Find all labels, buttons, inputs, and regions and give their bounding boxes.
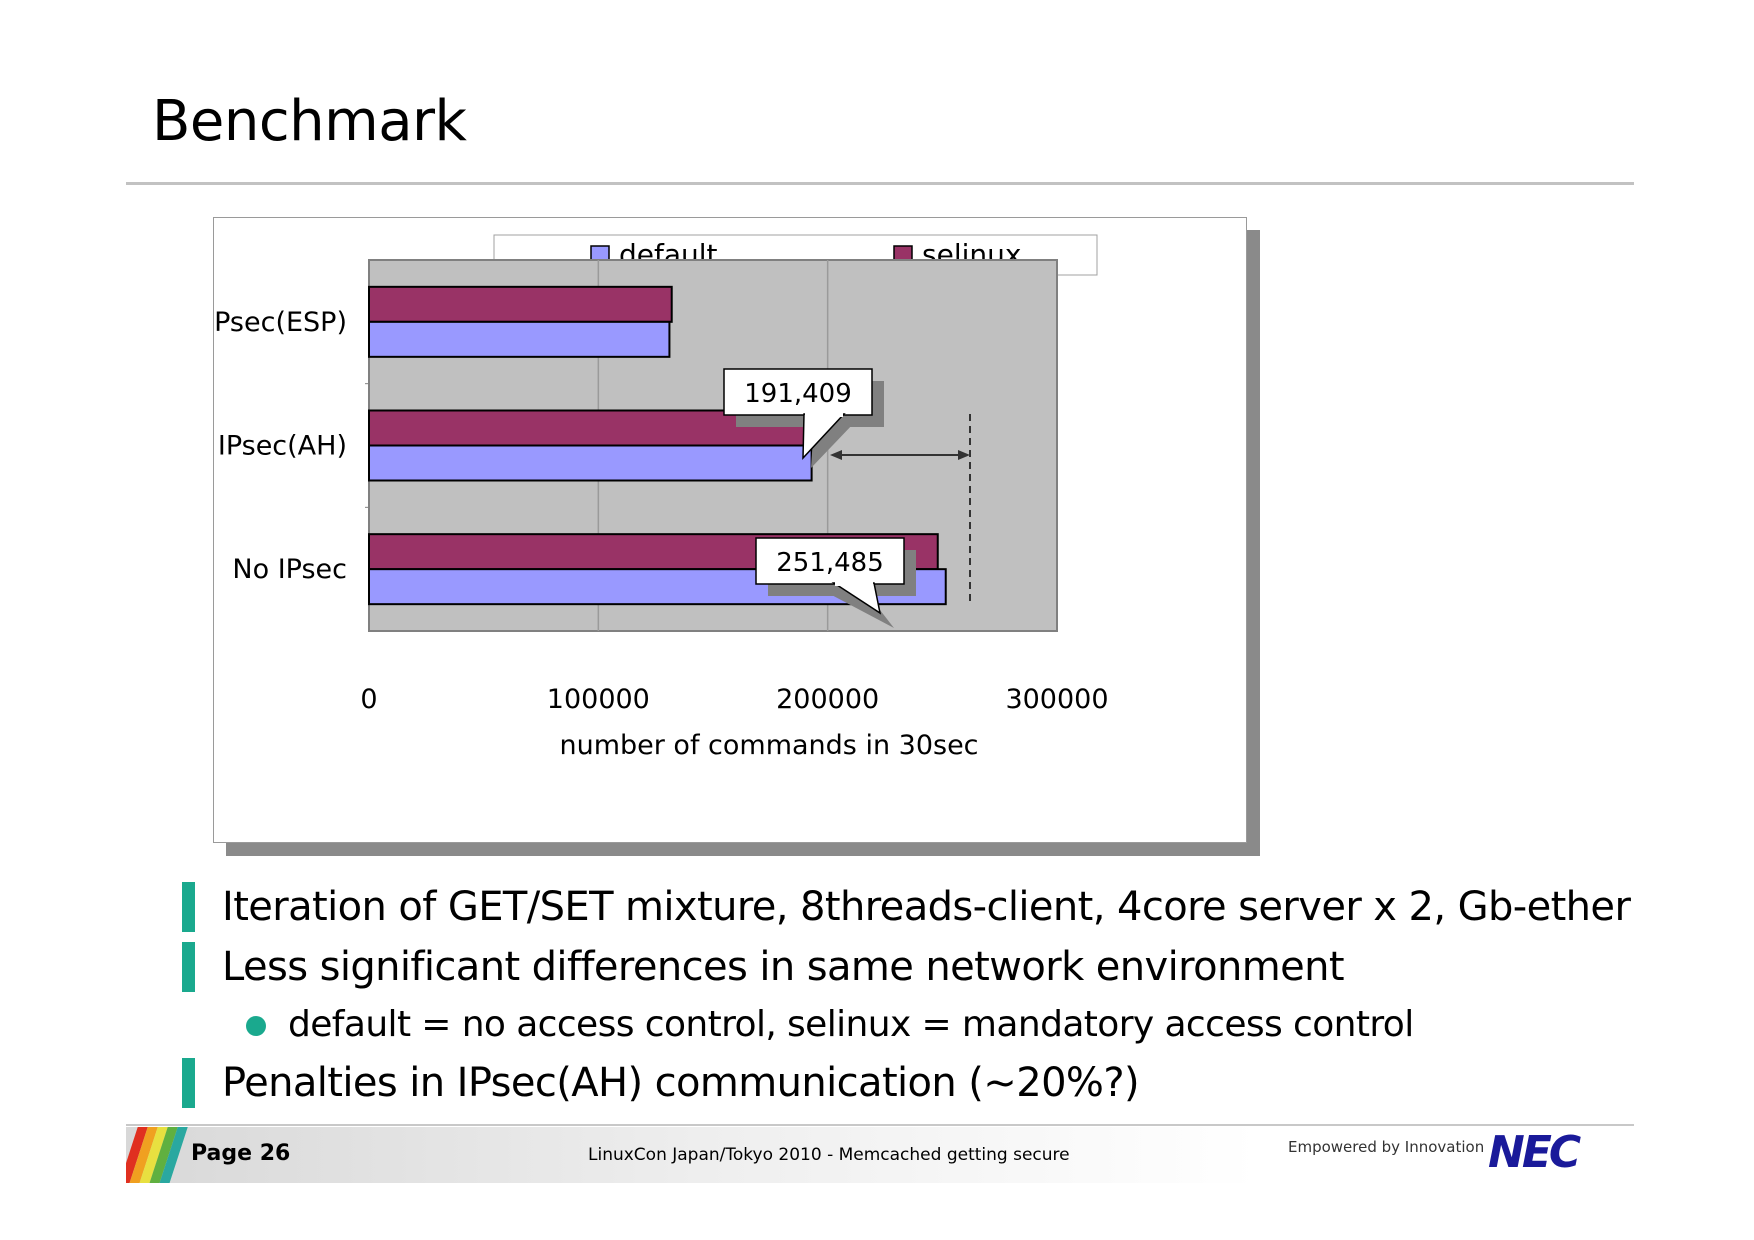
company-tagline: Empowered by Innovation: [1288, 1138, 1485, 1156]
category-labels: IPsec(ESP) IPsec(AH) No IPsec: [214, 307, 347, 585]
x-tick-label: 200000: [776, 684, 879, 715]
sub-bullet-text: default = no access control, selinux = m…: [288, 1004, 1414, 1045]
callout-label-191409: 191,409: [744, 379, 852, 409]
bullet-text: Penalties in IPsec(AH) communication (~2…: [222, 1060, 1140, 1106]
callout-251485: 251,485: [755, 537, 916, 628]
sub-bullet-marker: [246, 1016, 266, 1036]
sub-bullet-item: default = no access control, selinux = m…: [182, 998, 1682, 1054]
tick-labels: 0 100000 200000 300000: [360, 684, 1108, 715]
nec-logo: NEC: [1488, 1127, 1581, 1178]
bullet-item: Penalties in IPsec(AH) communication (~2…: [182, 1054, 1682, 1114]
x-tick-label: 0: [360, 684, 377, 715]
title-divider: [126, 182, 1634, 185]
footer: Page 26 LinuxCon Japan/Tokyo 2010 - Memc…: [126, 1127, 1634, 1183]
callout-label-251485: 251,485: [776, 548, 884, 578]
callout-191409: 191,409: [723, 368, 884, 468]
bullet-list: Iteration of GET/SET mixture, 8threads-c…: [182, 878, 1682, 1114]
bar-default-ipsec-esp: [368, 320, 671, 358]
slide-title: Benchmark: [152, 89, 467, 154]
bar-selinux-ipsec-esp: [368, 285, 673, 323]
chart-frame: default selinux IPsec(ESP) IPsec(AH) No IP…: [213, 217, 1247, 843]
bullet-marker: [182, 942, 195, 992]
category-label: IPsec(ESP): [214, 307, 347, 338]
difference-arrowhead-right: [958, 450, 970, 460]
x-tick-label: 100000: [547, 684, 650, 715]
bullet-item: Iteration of GET/SET mixture, 8threads-c…: [182, 878, 1682, 938]
category-label: IPsec(AH): [218, 431, 347, 462]
difference-arrowhead-left: [830, 450, 842, 460]
page-number: Page 26: [191, 1141, 291, 1166]
bullet-item: Less significant differences in same net…: [182, 938, 1682, 998]
x-tick-label: 300000: [1005, 684, 1108, 715]
bar-selinux-ipsec-ah: [368, 409, 809, 447]
x-axis-title: number of commands in 30sec: [559, 730, 978, 761]
category-label: No IPsec: [232, 554, 347, 585]
bar-chart: default selinux IPsec(ESP)IPsec(AH)No IP…: [214, 234, 1109, 761]
bar-default-ipsec-ah: [368, 444, 813, 482]
footer-divider: [126, 1124, 1634, 1126]
bars: [368, 285, 947, 606]
conference-name: LinuxCon Japan/Tokyo 2010 - Memcached ge…: [588, 1145, 1070, 1165]
bullet-text: Less significant differences in same net…: [222, 944, 1345, 990]
bullet-marker: [182, 1058, 195, 1108]
footer-stripes: [126, 1127, 196, 1183]
bullet-text: Iteration of GET/SET mixture, 8threads-c…: [222, 884, 1631, 930]
bullet-marker: [182, 882, 195, 932]
